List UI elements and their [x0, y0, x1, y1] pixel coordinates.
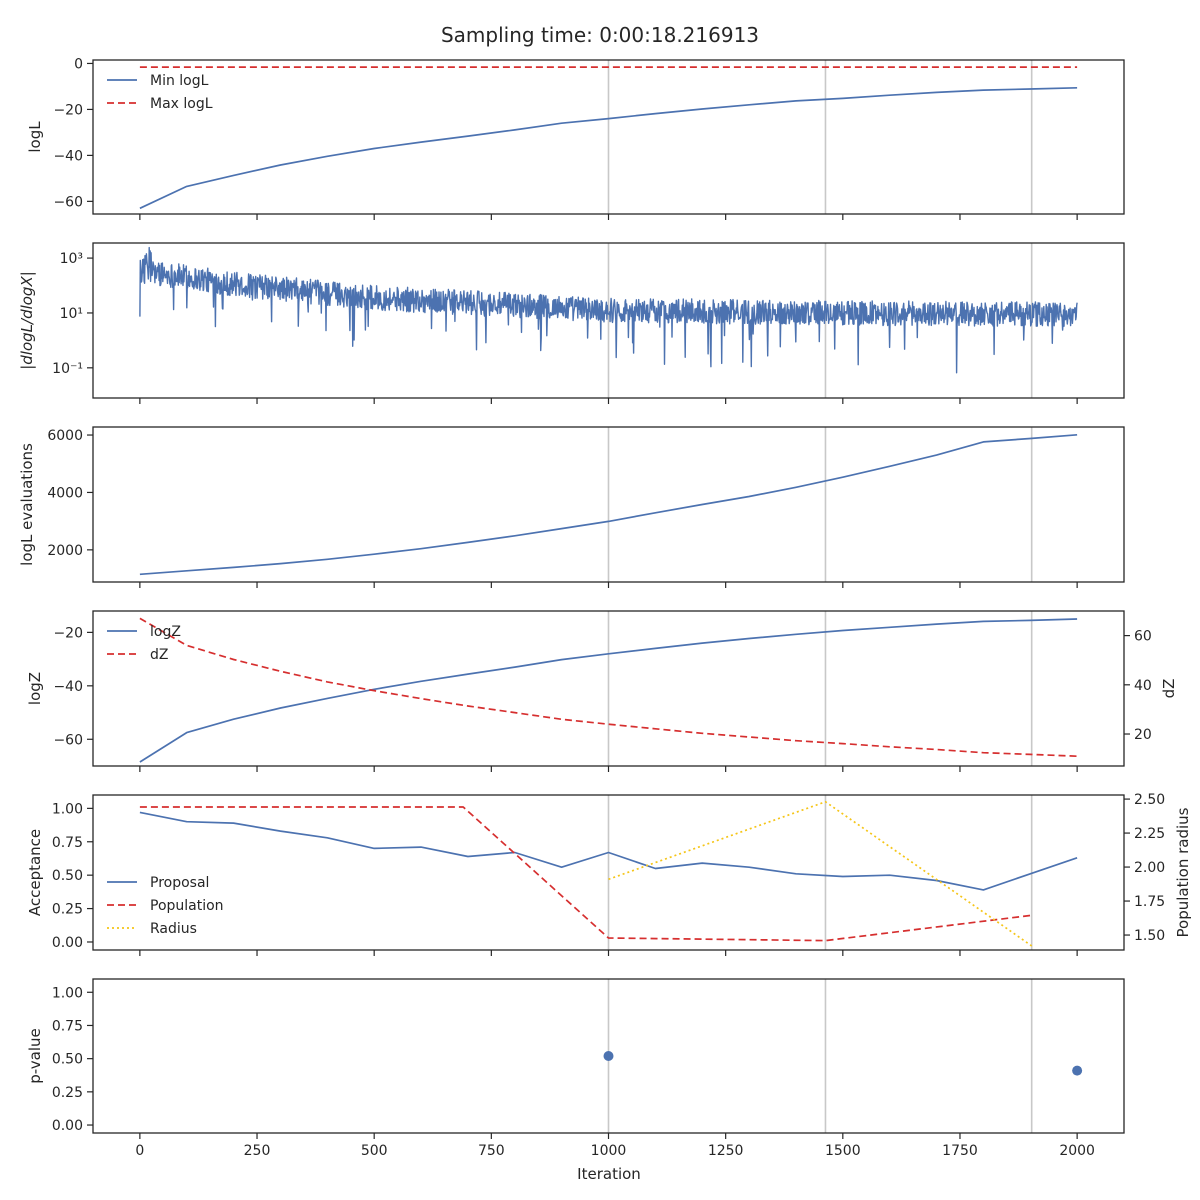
x-tick-label: 0: [135, 1143, 144, 1159]
y-tick-label: 0.00: [52, 1118, 83, 1134]
legend-label: Min logL: [150, 73, 209, 89]
y-tick-label: 6000: [47, 428, 83, 444]
plot-area: [139, 433, 1078, 576]
y-tick-label: 0.50: [52, 1052, 83, 1068]
x-tick-label: 750: [478, 1143, 505, 1159]
y-axis-label: Acceptance: [26, 829, 44, 916]
legend: Proposal Population Radius: [107, 875, 224, 937]
y-axis-label: logL: [26, 121, 44, 153]
x-tick-label: 1750: [942, 1143, 978, 1159]
y-right-tick-label: 40: [1134, 678, 1152, 694]
y-right-tick-label: 1.50: [1134, 928, 1165, 944]
series-line-0: [139, 246, 1078, 374]
scatter-point-0: [603, 1051, 614, 1061]
series-line-logz: [139, 618, 1078, 763]
x-tick-label: 500: [361, 1143, 388, 1159]
plot-area: [139, 246, 1078, 374]
y-tick-label: 1.00: [52, 801, 83, 817]
y-right-tick-label: 2.25: [1134, 826, 1165, 842]
legend-label: logZ: [150, 624, 181, 640]
legend-label: Radius: [150, 921, 197, 937]
y-tick-label: 2000: [47, 543, 83, 559]
y-axis-label: logL evaluations: [18, 443, 36, 566]
figure-title: Sampling time: 0:00:18.216913: [441, 23, 759, 47]
x-tick-label: 250: [244, 1143, 271, 1159]
series-line-0: [139, 433, 1078, 576]
y-right-tick-label: 60: [1134, 629, 1152, 645]
y-tick-label: 0.25: [52, 902, 83, 918]
y-right-axis-label: Population radius: [1174, 807, 1192, 937]
y-tick-label: 0.75: [52, 1018, 83, 1034]
y-axis-label: logZ: [26, 672, 44, 705]
legend-label: Max logL: [150, 96, 213, 112]
y-tick-label: −60: [53, 732, 83, 748]
y-tick-label: −20: [53, 102, 83, 118]
x-tick-label: 1000: [591, 1143, 627, 1159]
y-tick-label: −40: [53, 148, 83, 164]
y-right-tick-label: 2.00: [1134, 860, 1165, 876]
x-axis-label: Iteration: [577, 1165, 641, 1183]
panel-dlogl: 10³ 10¹ 10⁻¹ |dlogL/dlogX|: [18, 242, 1125, 404]
y-tick-label: −20: [53, 625, 83, 641]
series-line-population: [139, 806, 1032, 942]
plot-area: [139, 617, 1078, 763]
y-tick-label: −40: [53, 679, 83, 695]
series-line-radius: [608, 800, 1033, 947]
x-tick-label: 1250: [708, 1143, 744, 1159]
y-right-axis-label: dZ: [1160, 679, 1178, 699]
plot-area: [139, 66, 1078, 210]
y-axis-label: p-value: [26, 1028, 44, 1084]
y-tick-label: 1.00: [52, 985, 83, 1001]
y-tick-label: 10⁻¹: [52, 361, 83, 377]
y-tick-label: 0.00: [52, 935, 83, 951]
y-right-tick-label: 2.50: [1134, 792, 1165, 808]
legend-label: Population: [150, 898, 224, 914]
series-line-proposal: [139, 811, 1078, 891]
y-tick-label: 10³: [60, 251, 83, 267]
plot-area: [603, 1051, 1083, 1076]
y-tick-label: 0.50: [52, 868, 83, 884]
legend: logZ dZ: [107, 624, 181, 663]
panel-logz: −20 −40 −60 60 40 20 logZ dZ logZ dZ: [26, 610, 1178, 772]
panel-evals: 6000 4000 2000 logL evaluations: [18, 426, 1125, 588]
legend-label: dZ: [150, 647, 168, 663]
plot-area: [139, 800, 1078, 947]
panel-logl: 0 −20 −40 −60 logL Min logL Max logL: [26, 56, 1125, 220]
y-tick-label: 0.75: [52, 835, 83, 851]
y-tick-label: −60: [53, 194, 83, 210]
panel-acceptance: 1.00 0.75 0.50 0.25 0.00 2.50 2.25 2.00 1.75 1.50…: [26, 792, 1192, 956]
series-line-min-logl: [139, 86, 1078, 210]
y-tick-label: 0.25: [52, 1085, 83, 1101]
y-tick-label: 0: [74, 56, 83, 72]
y-right-tick-label: 20: [1134, 727, 1152, 743]
panel-pvalue: 0 250 500 750 1000 1250 1500 1750 2000 1.00 0.75 0.…: [26, 978, 1125, 1159]
legend: Min logL Max logL: [107, 73, 213, 112]
y-axis-label: |dlogL/dlogX|: [18, 271, 36, 370]
y-tick-label: 10¹: [60, 306, 83, 322]
x-tick-label: 1500: [825, 1143, 861, 1159]
x-tick-label: 2000: [1059, 1143, 1095, 1159]
scatter-point-1: [1072, 1065, 1083, 1076]
legend-label: Proposal: [150, 875, 209, 891]
y-tick-label: 4000: [47, 485, 83, 501]
series-line-dz: [139, 617, 1078, 758]
y-right-tick-label: 1.75: [1134, 894, 1165, 910]
